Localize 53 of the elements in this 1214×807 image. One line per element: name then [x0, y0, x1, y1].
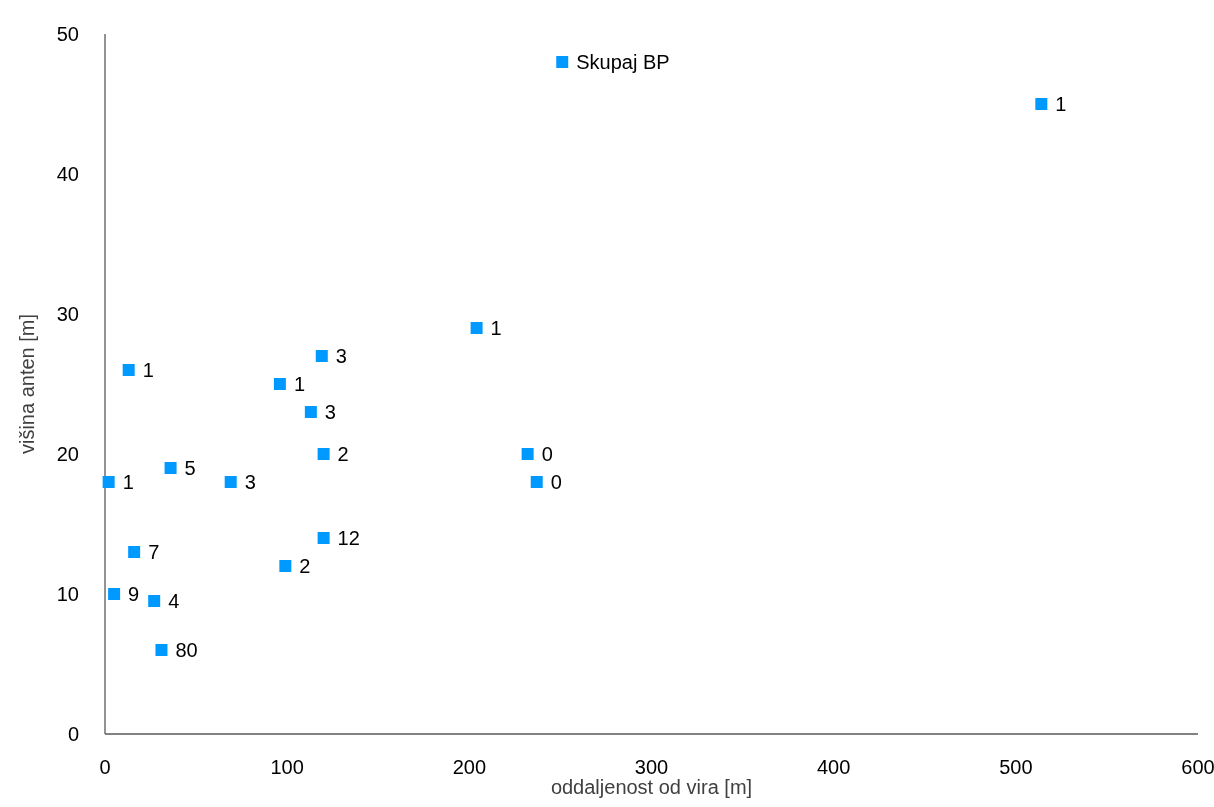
annotation: 1	[122, 471, 134, 493]
y-tick-label: 0	[67, 723, 79, 745]
x-tick-label: 0	[99, 756, 111, 778]
point	[279, 560, 292, 572]
x-tick-label: 200	[452, 756, 487, 778]
point	[224, 476, 237, 488]
x-tick-label: 600	[1181, 756, 1214, 778]
x-tick-label: 100	[270, 756, 304, 778]
point	[128, 546, 141, 558]
point	[470, 322, 483, 334]
annotation: 3	[244, 471, 256, 493]
y-tick-label: 40	[56, 163, 79, 185]
point	[317, 448, 330, 460]
point	[556, 56, 569, 68]
y-tick-label: 10	[56, 583, 79, 605]
point	[304, 406, 317, 418]
annotation: 4	[168, 590, 180, 612]
point	[1035, 98, 1048, 110]
point	[273, 378, 286, 390]
point	[521, 448, 534, 460]
annotation: 1	[142, 359, 154, 381]
annotation: 1	[1055, 93, 1067, 115]
point	[164, 462, 177, 474]
annotation: 0	[550, 471, 562, 493]
point	[315, 350, 328, 362]
x-tick-label: 500	[999, 756, 1033, 778]
annotation: 7	[148, 541, 160, 563]
x-tick-label: 300	[634, 756, 669, 778]
point	[530, 476, 543, 488]
point	[102, 476, 115, 488]
y-tick-label: 20	[56, 443, 79, 465]
annotation: 3	[335, 345, 347, 367]
point	[155, 644, 168, 656]
annotation: 12	[337, 527, 360, 549]
point	[317, 532, 330, 544]
annotation: Skupaj BP	[576, 51, 670, 73]
y-tick-label: 50	[56, 23, 79, 45]
annotation: 3	[324, 401, 336, 423]
y-tick-label: 30	[56, 303, 79, 325]
point	[148, 595, 161, 607]
annotation: 1	[293, 373, 306, 395]
point	[122, 364, 135, 376]
x-axis-title: oddaljenost od vira [m]	[550, 776, 753, 798]
x-tick-label: 400	[816, 756, 851, 778]
annotation: 0	[541, 443, 553, 465]
annotation: 2	[299, 555, 311, 577]
annotation: 1	[490, 317, 502, 339]
annotation: 2	[337, 443, 349, 465]
point	[108, 588, 121, 600]
annotation: 5	[184, 457, 196, 479]
annotation: 9	[128, 583, 140, 605]
annotation: 80	[175, 639, 198, 661]
y-axis-title: višina anten [m]	[16, 313, 38, 455]
